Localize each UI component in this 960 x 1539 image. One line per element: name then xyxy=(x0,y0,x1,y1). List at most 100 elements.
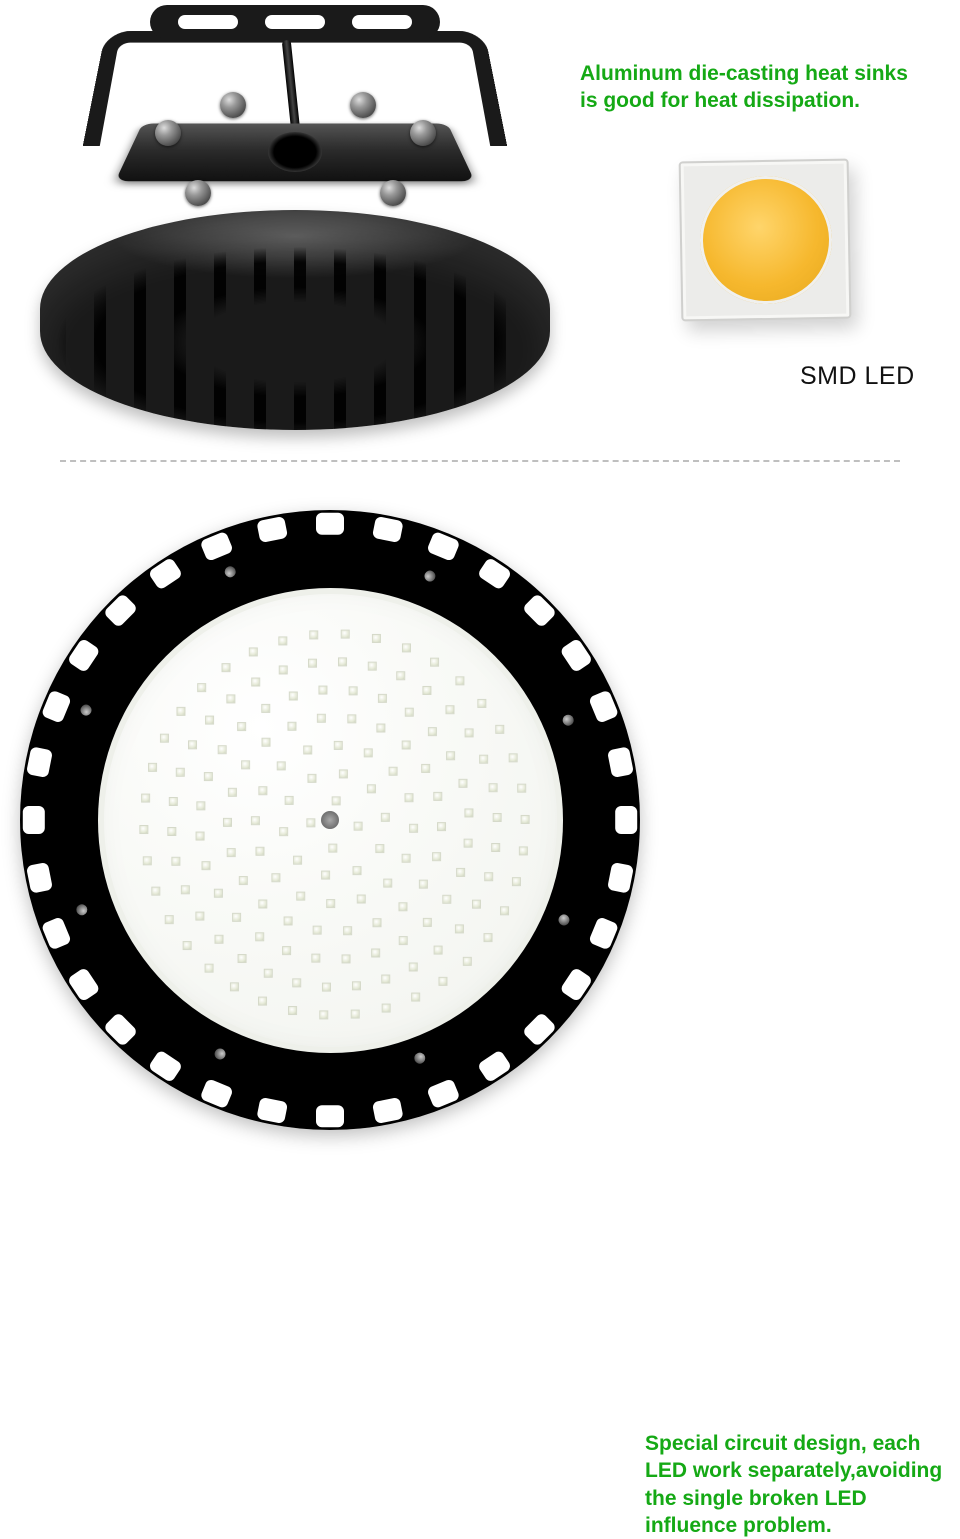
smd-led-chip xyxy=(264,969,273,978)
ufo-center-screw xyxy=(321,811,340,830)
smd-led-chip xyxy=(318,686,327,695)
smd-led-chip xyxy=(326,899,335,908)
ufo-vent-slot xyxy=(67,638,101,674)
smd-led-chip xyxy=(319,1010,328,1019)
smd-led-chip xyxy=(139,825,148,834)
ufo-vent-slot xyxy=(23,806,45,834)
ufo-vent-slot xyxy=(148,557,184,591)
mount-bracket-top xyxy=(150,5,440,39)
smd-led-chip xyxy=(258,899,267,908)
smd-led-chip xyxy=(491,843,500,852)
smd-led-chip xyxy=(160,734,169,743)
smd-led-chip xyxy=(285,796,294,805)
smd-led-chip xyxy=(238,954,247,963)
smd-led-chip xyxy=(375,844,384,853)
smd-led-chip xyxy=(517,784,526,793)
smd-led-chip xyxy=(353,866,362,875)
smd-led-chip xyxy=(402,643,411,652)
smd-led-image xyxy=(630,130,910,390)
smd-led-chip xyxy=(495,725,504,734)
smd-led-chip xyxy=(228,788,237,797)
smd-led-chip xyxy=(258,997,267,1006)
ufo-vent-slot xyxy=(588,916,619,950)
heatsink-fins xyxy=(40,210,550,430)
ufo-vent-slot xyxy=(477,557,513,591)
section-heatsink: Aluminum die-casting heat sinks is good … xyxy=(0,0,960,460)
smd-led-chip xyxy=(402,741,411,750)
smd-led-chip xyxy=(509,753,518,762)
smd-led-chip xyxy=(226,694,235,703)
smd-led-chip xyxy=(411,993,420,1002)
smd-led-chip xyxy=(445,705,454,714)
heatsink-bolt xyxy=(220,92,246,118)
smd-led-chip xyxy=(143,856,152,865)
smd-led-chip xyxy=(241,760,250,769)
smd-led-chip xyxy=(196,801,205,810)
smd-led-chip xyxy=(293,856,302,865)
smd-led-chip xyxy=(434,946,443,955)
led-panel-caption: Special circuit design, each LED work se… xyxy=(645,1430,945,1539)
smd-led-chip xyxy=(287,722,296,731)
smd-led-chip xyxy=(261,704,270,713)
smd-led-chip xyxy=(455,676,464,685)
smd-led-chip xyxy=(383,879,392,888)
smd-led-chip xyxy=(354,822,363,831)
smd-led-chip xyxy=(176,707,185,716)
ufo-vent-slot xyxy=(103,1012,138,1047)
smd-led-chip xyxy=(484,933,493,942)
bezel-screw xyxy=(412,1050,426,1064)
ufo-lens xyxy=(98,588,563,1053)
smd-led-chip xyxy=(423,918,432,927)
smd-led-chip xyxy=(251,816,260,825)
smd-led-chip xyxy=(364,748,373,757)
smd-led-chip xyxy=(422,686,431,695)
smd-led-chip xyxy=(303,745,312,754)
smd-led-chip xyxy=(368,662,377,671)
smd-led-chip xyxy=(271,873,280,882)
bracket-slot xyxy=(265,15,325,29)
smd-led-chip xyxy=(289,692,298,701)
heatsink-body xyxy=(40,210,550,430)
smd-led-chip xyxy=(188,740,197,749)
smd-led-chip xyxy=(438,977,447,986)
section-led-panel: Special circuit design, each LED work se… xyxy=(0,480,960,1160)
smd-phosphor xyxy=(699,175,833,305)
smd-led-chip xyxy=(338,657,347,666)
ufo-vent-slot xyxy=(316,513,344,535)
smd-led-label: SMD LED xyxy=(800,362,915,391)
smd-led-chip xyxy=(214,889,223,898)
smd-led-chip xyxy=(464,808,473,817)
ufo-vent-slot xyxy=(200,1078,234,1109)
smd-led-chip xyxy=(237,722,246,731)
smd-led-chip xyxy=(230,982,239,991)
ufo-vent-slot xyxy=(256,516,288,543)
smd-led-chip xyxy=(484,872,493,881)
bezel-screw xyxy=(78,702,92,716)
heatsink-image xyxy=(40,20,550,440)
smd-led-chip xyxy=(489,783,498,792)
smd-led-chip xyxy=(313,926,322,935)
smd-led-chip xyxy=(258,786,267,795)
smd-led-chip xyxy=(223,818,232,827)
smd-led-chip xyxy=(455,924,464,933)
smd-led-chip xyxy=(239,876,248,885)
smd-led-chip xyxy=(352,981,361,990)
heatsink-caption: Aluminum die-casting heat sinks is good … xyxy=(580,60,930,115)
smd-led-chip xyxy=(373,918,382,927)
heatsink-bolt xyxy=(380,180,406,206)
smd-led-chip xyxy=(521,815,530,824)
ufo-vent-slot xyxy=(26,862,53,894)
ufo-vent-slot xyxy=(256,1097,288,1124)
heatsink-bolt xyxy=(410,120,436,146)
smd-led-chip xyxy=(465,728,474,737)
smd-led-chip xyxy=(148,763,157,772)
smd-led-chip xyxy=(456,868,465,877)
ufo-vent-slot xyxy=(615,806,637,834)
smd-led-chip xyxy=(430,658,439,667)
smd-led-chip xyxy=(409,962,418,971)
smd-led-chip xyxy=(334,741,343,750)
smd-led-chip xyxy=(396,671,405,680)
smd-led-chip xyxy=(357,895,366,904)
smd-led-chip xyxy=(472,900,481,909)
smd-led-chip xyxy=(342,954,351,963)
